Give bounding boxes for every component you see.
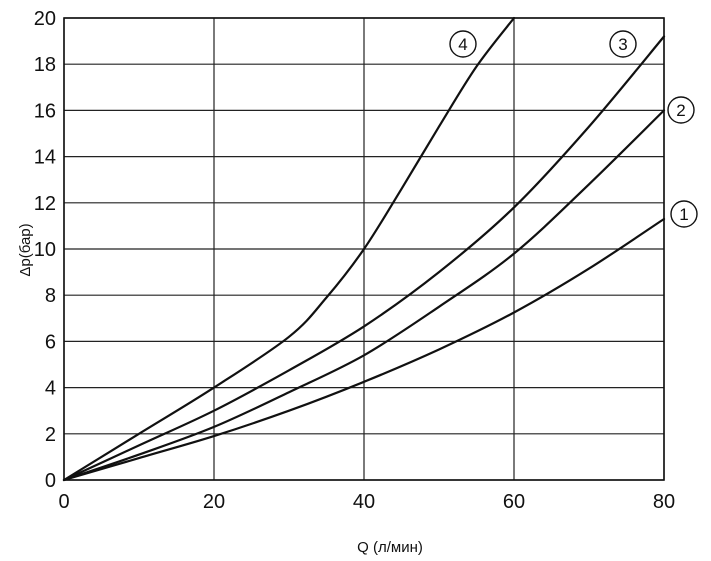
y-tick-labels: 0 2 4 6 8 10 12 14 16 18 20 (34, 8, 56, 492)
y-tick-label: 14 (34, 147, 56, 169)
curve-label-3: 3 (609, 30, 637, 58)
curve-label-text: 3 (618, 35, 627, 54)
y-tick-label: 0 (45, 470, 56, 492)
curve-label-circle (670, 200, 698, 228)
plot-frame (63, 17, 665, 481)
curve-label-1: 1 (670, 200, 698, 228)
x-tick-labels: 0 20 40 60 80 (58, 491, 675, 513)
y-tick-label: 4 (45, 378, 56, 400)
curve-label-4: 4 (449, 30, 477, 58)
y-tick-label: 18 (34, 54, 56, 76)
series-line-2 (62, 109, 666, 482)
x-tick-label: 0 (58, 491, 69, 513)
curve-label-circle (449, 30, 477, 58)
x-tick-label: 60 (503, 491, 525, 513)
curve-label-2: 2 (667, 96, 695, 124)
curves (62, 16, 666, 482)
y-tick-label: 10 (34, 239, 56, 261)
series-line-4 (62, 16, 516, 482)
y-tick-label: 12 (34, 193, 56, 215)
y-tick-label: 8 (45, 285, 56, 307)
x-tick-label: 20 (203, 491, 225, 513)
curve-label-text: 2 (676, 101, 685, 120)
y-tick-label: 6 (45, 331, 56, 353)
y-tick-label: 16 (34, 100, 56, 122)
x-axis-title: Q (л/мин) (357, 539, 423, 556)
curve-label-text: 4 (458, 35, 467, 54)
curve-label-circle (667, 96, 695, 124)
series-line-3 (62, 35, 666, 482)
series-line-1 (62, 217, 666, 482)
curve-labels: 1 2 3 4 (449, 30, 698, 228)
curve-label-circle (609, 30, 637, 58)
x-tick-label: 40 (353, 491, 375, 513)
y-tick-label: 20 (34, 8, 56, 30)
y-tick-label: 2 (45, 424, 56, 446)
x-tick-label: 80 (653, 491, 675, 513)
curve-label-text: 1 (679, 205, 688, 224)
y-axis-title: Δp(бар) (17, 223, 34, 276)
